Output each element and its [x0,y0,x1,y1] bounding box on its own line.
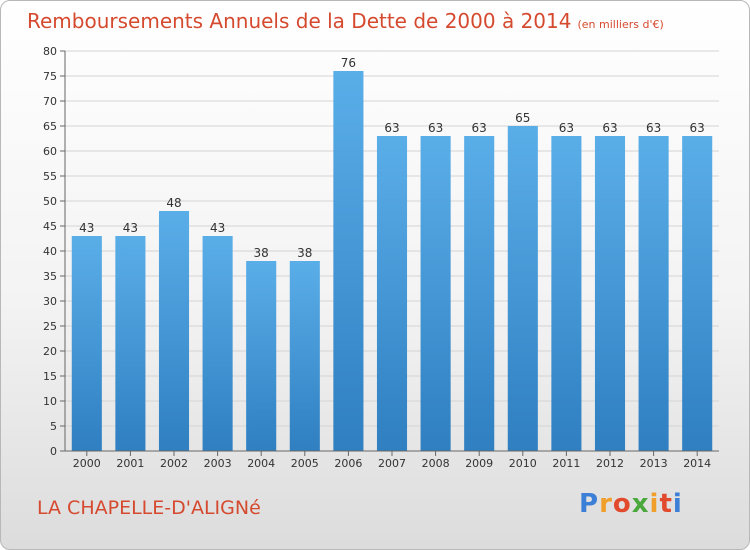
y-tick-label: 25 [43,320,57,333]
x-tick-label: 2011 [552,457,580,470]
bar-2010 [507,126,538,451]
bar-2011 [551,136,582,451]
data-label: 65 [515,111,530,125]
x-tick-label: 2000 [73,457,101,470]
chart-title-text: Remboursements Annuels de la Dette de 20… [27,9,572,33]
x-tick-label: 2010 [509,457,537,470]
y-tick-label: 65 [43,120,57,133]
x-tick-label: 2006 [334,457,362,470]
y-tick-label: 10 [43,395,57,408]
data-label: 43 [79,221,94,235]
y-tick-label: 60 [43,145,57,158]
y-tick-label: 45 [43,220,57,233]
data-label: 63 [428,121,443,135]
data-label: 38 [297,246,312,260]
bar-2003 [202,236,233,451]
x-tick-label: 2013 [640,457,668,470]
data-label: 76 [341,56,356,70]
chart-title: Remboursements Annuels de la Dette de 20… [27,9,664,33]
bar-2012 [594,136,626,451]
x-tick-label: 2014 [683,457,711,470]
x-axis: 2000 2001 2002 2003 2004 2005 2006 2007 2008 2009… [65,450,719,470]
bars: 43 43 48 43 38 38 76 63 63 63 65 63 63 63 63 [71,56,713,451]
bar-2007 [376,136,408,451]
y-tick-label: 20 [43,345,57,358]
unit-note: (en milliers d'€) [577,18,664,31]
data-label: 63 [559,121,574,135]
x-tick-label: 2002 [160,457,188,470]
data-label: 63 [384,121,399,135]
y-tick-label: 55 [43,170,57,183]
y-tick-label: 5 [50,420,57,433]
y-tick-label: 0 [50,445,57,458]
bar-2013 [638,136,669,451]
data-label: 38 [254,246,269,260]
x-tick-label: 2007 [378,457,406,470]
y-axis: 0 5 10 15 20 25 30 35 40 45 50 55 60 65 70 75 80 [43,45,66,458]
data-label: 43 [123,221,138,235]
x-tick-label: 2009 [465,457,493,470]
proxiti-logo[interactable]: Proxiti [579,489,683,519]
data-label: 48 [166,196,181,210]
bar-2004 [246,261,277,451]
city-name: LA CHAPELLE-D'ALIGNé [37,497,261,519]
data-label: 63 [646,121,661,135]
bar-2014 [682,136,713,451]
x-tick-label: 2001 [116,457,144,470]
bar-2008 [420,136,451,451]
data-label: 63 [602,121,617,135]
y-tick-label: 80 [43,45,57,58]
data-label: 63 [472,121,487,135]
bar-2000 [71,236,102,451]
bar-2005 [289,261,320,451]
y-tick-label: 75 [43,70,57,83]
y-tick-label: 40 [43,245,57,258]
data-label: 63 [690,121,705,135]
y-tick-label: 15 [43,370,57,383]
y-tick-label: 30 [43,295,57,308]
x-tick-label: 2004 [247,457,275,470]
y-tick-label: 50 [43,195,57,208]
y-tick-label: 35 [43,270,57,283]
bar-2006 [333,71,364,451]
x-tick-label: 2003 [204,457,232,470]
data-label: 43 [210,221,225,235]
bar-2001 [115,236,146,451]
bar-2002 [158,211,190,451]
x-tick-label: 2012 [596,457,624,470]
bar-2009 [464,136,495,451]
y-tick-label: 70 [43,95,57,108]
x-tick-label: 2005 [291,457,319,470]
x-tick-label: 2008 [422,457,450,470]
